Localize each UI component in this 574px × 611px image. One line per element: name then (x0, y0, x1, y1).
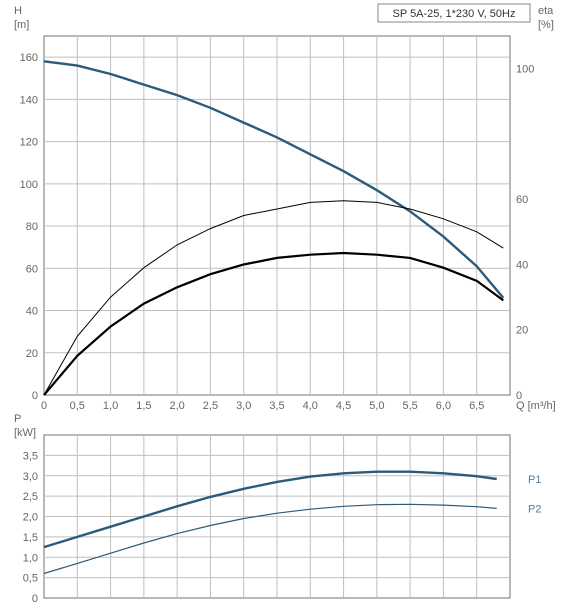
left-axis-title-2: [m] (14, 19, 29, 31)
svg-text:20: 20 (26, 348, 38, 360)
svg-text:3,0: 3,0 (23, 471, 38, 483)
svg-text:100: 100 (516, 64, 534, 76)
svg-text:1,5: 1,5 (136, 400, 151, 412)
pump-chart-container: 0 0,5 1,0 1,5 2,0 2,5 3,0 3,5 4,0 4,5 5,0 5,5 6,0 6,5… (0, 0, 574, 611)
svg-text:160: 160 (20, 52, 38, 64)
svg-text:0: 0 (41, 400, 47, 412)
svg-text:5,5: 5,5 (402, 400, 417, 412)
svg-text:5,0: 5,0 (369, 400, 384, 412)
chart-svg: 0 0,5 1,0 1,5 2,0 2,5 3,0 3,5 4,0 4,5 5,0 5,5 6,0 6,5… (0, 0, 574, 611)
svg-text:0: 0 (32, 593, 38, 605)
right-axis-title-2: [%] (538, 19, 554, 31)
svg-text:60: 60 (26, 263, 38, 275)
svg-text:1,0: 1,0 (103, 400, 118, 412)
svg-text:120: 120 (20, 137, 38, 149)
svg-text:1,0: 1,0 (23, 552, 38, 564)
svg-text:3,5: 3,5 (23, 450, 38, 462)
svg-text:100: 100 (20, 179, 38, 191)
p-axis-title-1: P (14, 413, 21, 425)
svg-text:2,0: 2,0 (169, 400, 184, 412)
svg-text:80: 80 (26, 221, 38, 233)
label-p2: P2 (528, 503, 541, 515)
curve-head (44, 61, 503, 298)
svg-text:140: 140 (20, 94, 38, 106)
svg-text:3,0: 3,0 (236, 400, 251, 412)
svg-text:40: 40 (26, 306, 38, 318)
svg-text:3,5: 3,5 (269, 400, 284, 412)
svg-text:4,0: 4,0 (303, 400, 318, 412)
svg-text:40: 40 (516, 259, 528, 271)
svg-text:0,5: 0,5 (23, 573, 38, 585)
curve-eta_lower (44, 253, 503, 395)
svg-text:6,0: 6,0 (436, 400, 451, 412)
label-p1: P1 (528, 474, 541, 486)
svg-text:2,5: 2,5 (203, 400, 218, 412)
model-badge-text: SP 5A-25, 1*230 V, 50Hz (393, 8, 516, 20)
svg-text:2,0: 2,0 (23, 512, 38, 524)
svg-text:20: 20 (516, 325, 528, 337)
curve-p2 (44, 504, 497, 573)
left-axis-title-1: H (14, 5, 22, 17)
svg-text:6,5: 6,5 (469, 400, 484, 412)
right-axis-title-1: eta (538, 5, 554, 17)
svg-text:2,5: 2,5 (23, 491, 38, 503)
curve-p1 (44, 472, 497, 547)
svg-text:0: 0 (516, 390, 522, 402)
p-axis-title-2: [kW] (14, 427, 36, 439)
svg-text:0,5: 0,5 (70, 400, 85, 412)
svg-text:60: 60 (516, 194, 528, 206)
svg-text:4,5: 4,5 (336, 400, 351, 412)
svg-text:1,5: 1,5 (23, 532, 38, 544)
svg-text:0: 0 (32, 390, 38, 402)
